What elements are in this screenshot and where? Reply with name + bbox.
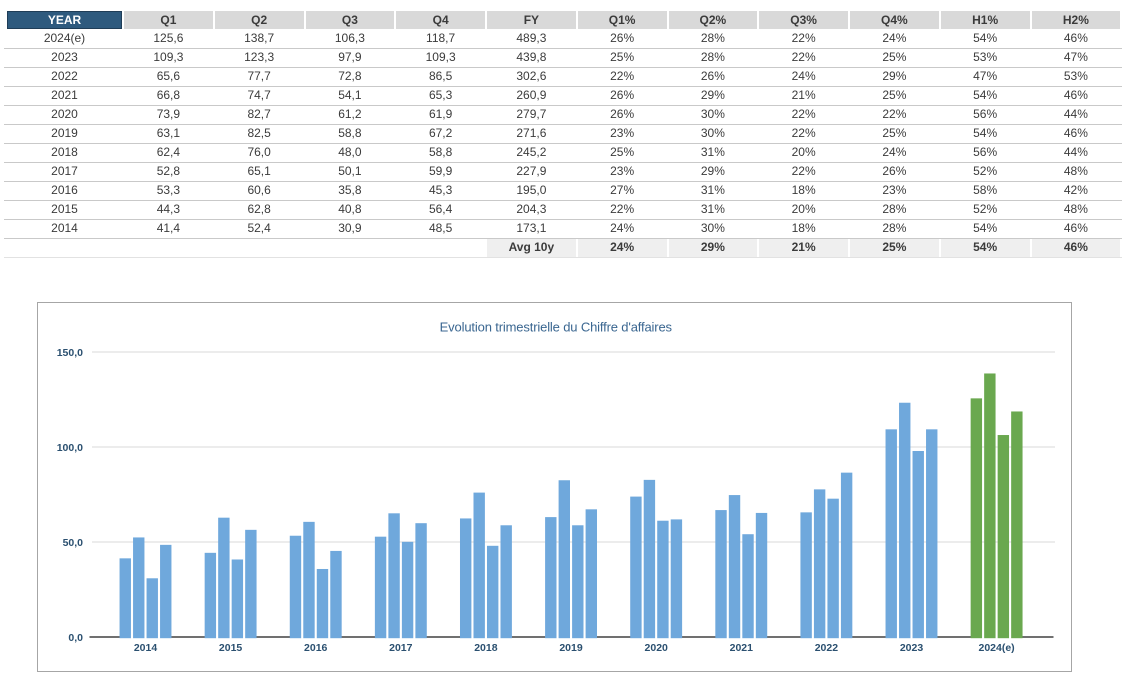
- svg-text:2017: 2017: [389, 642, 413, 654]
- svg-text:2020: 2020: [645, 642, 669, 654]
- svg-text:2019: 2019: [559, 642, 583, 654]
- svg-text:2015: 2015: [219, 642, 243, 654]
- svg-text:150,0: 150,0: [57, 347, 83, 359]
- svg-text:50,0: 50,0: [63, 537, 84, 549]
- svg-text:2018: 2018: [474, 642, 498, 654]
- svg-text:Evolution trimestrielle du Chi: Evolution trimestrielle du Chiffre d'aff…: [440, 320, 673, 335]
- svg-text:2014: 2014: [134, 642, 158, 654]
- svg-text:2022: 2022: [815, 642, 839, 654]
- svg-text:2023: 2023: [900, 642, 924, 654]
- svg-text:2024(e): 2024(e): [978, 642, 1014, 654]
- svg-text:0,0: 0,0: [68, 632, 83, 644]
- svg-text:2016: 2016: [304, 642, 328, 654]
- svg-text:2021: 2021: [730, 642, 754, 654]
- svg-text:100,0: 100,0: [57, 442, 83, 454]
